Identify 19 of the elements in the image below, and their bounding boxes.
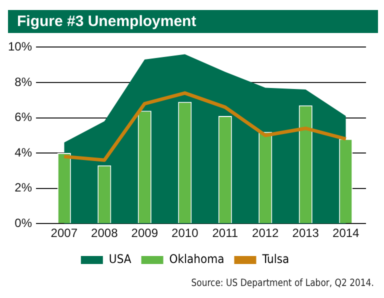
y-tick-label: 10% [8,40,32,54]
x-tick-label: 2008 [91,226,118,240]
x-tick-label: 2007 [50,226,78,240]
legend-label: Oklahoma [169,252,224,266]
y-tick-label: 4% [14,145,32,160]
y-tick-label: 8% [14,74,32,89]
x-tick-label: 2011 [212,226,238,240]
x-tick-label: 2013 [292,226,320,240]
y-tick-label: 6% [14,110,32,124]
legend-label: USA [108,252,132,266]
x-tick-label: 2014 [332,226,360,240]
x-tick-label: 2012 [252,226,280,240]
y-tick-label: 0% [14,216,32,230]
y-tick-label: 2% [14,180,32,195]
x-tick-label: 2009 [131,226,158,240]
chart-title: Figure #3 Unemployment [8,10,378,33]
x-tick-label: 2010 [172,226,199,240]
source-note: Source: US Department of Labor, Q2 2014. [191,278,374,289]
legend-label: Tulsa [261,252,290,266]
